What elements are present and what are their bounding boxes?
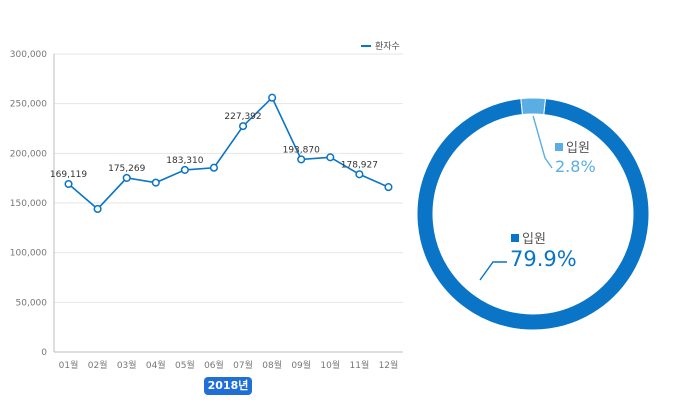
y-tick-label: 50,000 [16, 298, 48, 308]
data-point [93, 204, 102, 214]
data-point [326, 153, 335, 162]
data-point [209, 163, 219, 172]
x-tick-label: 11월 [350, 359, 370, 371]
data-label: 178,927 [341, 160, 378, 170]
legend-swatch [511, 234, 519, 242]
y-axis-ticks: 0 50,000 100,000 150,000 200,000 250,000 300,0… [10, 50, 47, 358]
x-tick-label: 01월 [59, 359, 79, 371]
data-point [64, 179, 73, 189]
y-tick-label: 300,000 [10, 50, 47, 60]
x-axis-ticks: 01월 02월 03월 04월 05월 06월 07월 08월 09월 10월 11월 12월 [59, 359, 399, 371]
donut-slice [520, 97, 547, 116]
data-labels: 169,119 175,269 183,310 227,392 193,870 178,9… [50, 112, 378, 180]
data-point [355, 170, 364, 179]
x-tick-label: 10월 [320, 359, 340, 371]
legend-swatch [555, 143, 563, 151]
y-tick-label: 250,000 [10, 100, 47, 110]
donut-slice [416, 98, 650, 331]
data-point [238, 122, 248, 131]
y-tick-label: 0 [41, 348, 47, 358]
y-tick-label: 200,000 [10, 149, 47, 159]
x-tick-label: 09월 [291, 359, 311, 371]
x-tick-label: 12월 [379, 359, 399, 371]
data-points [64, 93, 393, 214]
callout-line [532, 115, 553, 169]
legend: 환자수 [361, 40, 400, 52]
x-tick-label: 05월 [175, 359, 195, 371]
slice-value: 79.9% [510, 247, 577, 271]
y-tick-label: 150,000 [10, 199, 47, 209]
data-label: 169,119 [50, 170, 87, 180]
x-tick-label: 07월 [233, 359, 253, 371]
slice-value: 2.8% [555, 157, 596, 176]
data-label: 227,392 [224, 112, 261, 122]
y-tick-label: 100,000 [10, 249, 47, 259]
series-line-path [68, 96, 389, 211]
x-tick-label: 02월 [88, 359, 108, 371]
data-point [384, 183, 393, 192]
data-label: 175,269 [108, 164, 145, 174]
callout-line [479, 261, 507, 281]
legend-label: 환자수 [375, 40, 400, 52]
data-point [122, 173, 131, 182]
data-point [297, 155, 306, 164]
donut-slices [416, 97, 650, 331]
data-point [268, 93, 277, 102]
x-tick-label: 04월 [146, 359, 166, 371]
slice-name: 입원 [566, 141, 590, 156]
gridlines [53, 53, 403, 353]
data-label: 193,870 [283, 145, 320, 155]
slice-name: 입원 [522, 232, 546, 247]
data-label: 183,310 [166, 156, 203, 166]
x-tick-label: 03월 [117, 359, 137, 371]
x-tick-label: 06월 [204, 359, 224, 371]
series-line [68, 96, 389, 211]
x-tick-label: 08월 [262, 359, 282, 371]
data-point [180, 165, 189, 174]
data-point [151, 178, 160, 187]
line-chart: 0 50,000 100,000 150,000 200,000 250,000 300,0… [10, 40, 403, 371]
year-badge: 2018년 [204, 377, 252, 395]
